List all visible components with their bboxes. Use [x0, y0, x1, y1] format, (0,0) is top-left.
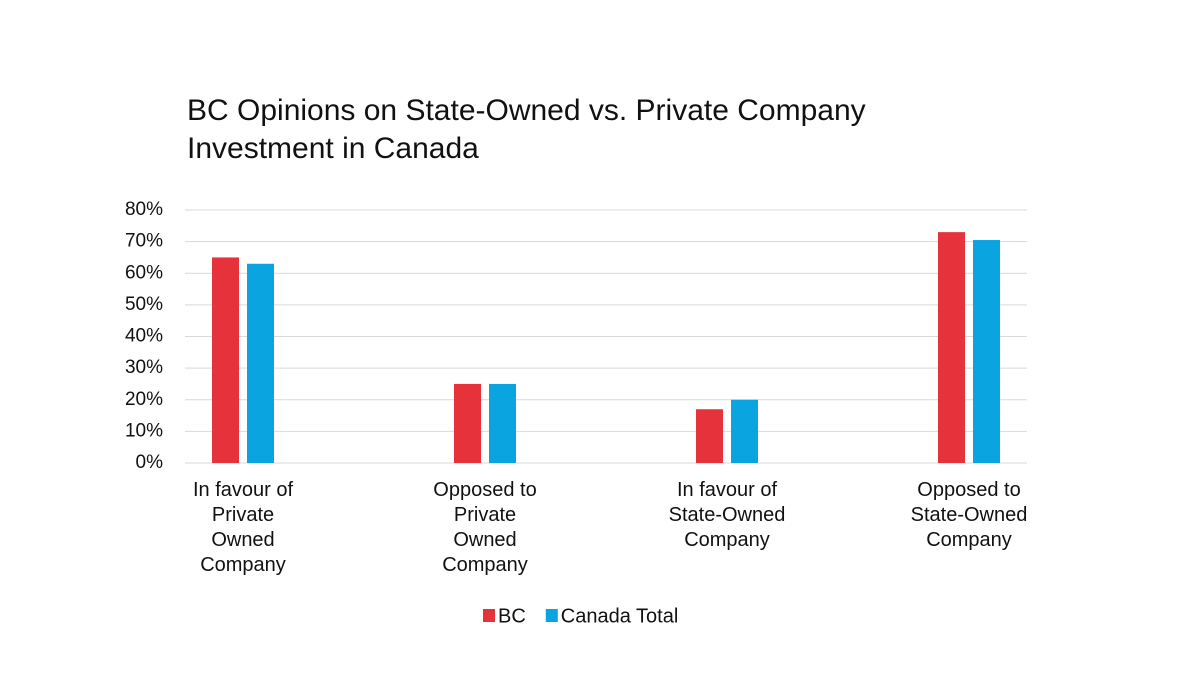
y-tick-label: 30%	[125, 357, 163, 378]
legend-swatch	[545, 609, 558, 622]
x-tick-label: In favour of State-Owned Company	[668, 479, 786, 551]
x-tick-label: In favour of Private Owned Company	[192, 479, 294, 576]
y-tick-label: 60%	[125, 262, 163, 283]
bar	[489, 383, 516, 463]
x-tick-label: Opposed to State-Owned Company	[910, 479, 1028, 551]
bar	[247, 263, 274, 463]
y-tick-label: 70%	[125, 231, 163, 252]
y-tick-label: 10%	[125, 420, 163, 441]
y-tick-label: 40%	[125, 326, 163, 347]
bar	[212, 257, 239, 463]
y-tick-label: 0%	[136, 452, 164, 473]
legend-swatch	[483, 609, 495, 622]
bar	[696, 409, 723, 463]
y-tick-label: 20%	[125, 389, 163, 410]
legend-label: Canada Total	[561, 605, 679, 627]
x-tick-label: Opposed to Private Owned Company	[433, 479, 537, 576]
chart-title: BC Opinions on State-Owned vs. Private C…	[187, 94, 866, 165]
bar	[731, 399, 758, 463]
legend-label: BC	[498, 605, 526, 627]
y-tick-label: 80%	[125, 199, 163, 220]
bar	[973, 240, 1000, 463]
bar	[454, 383, 481, 463]
bar	[938, 232, 965, 463]
y-tick-label: 50%	[125, 294, 163, 315]
